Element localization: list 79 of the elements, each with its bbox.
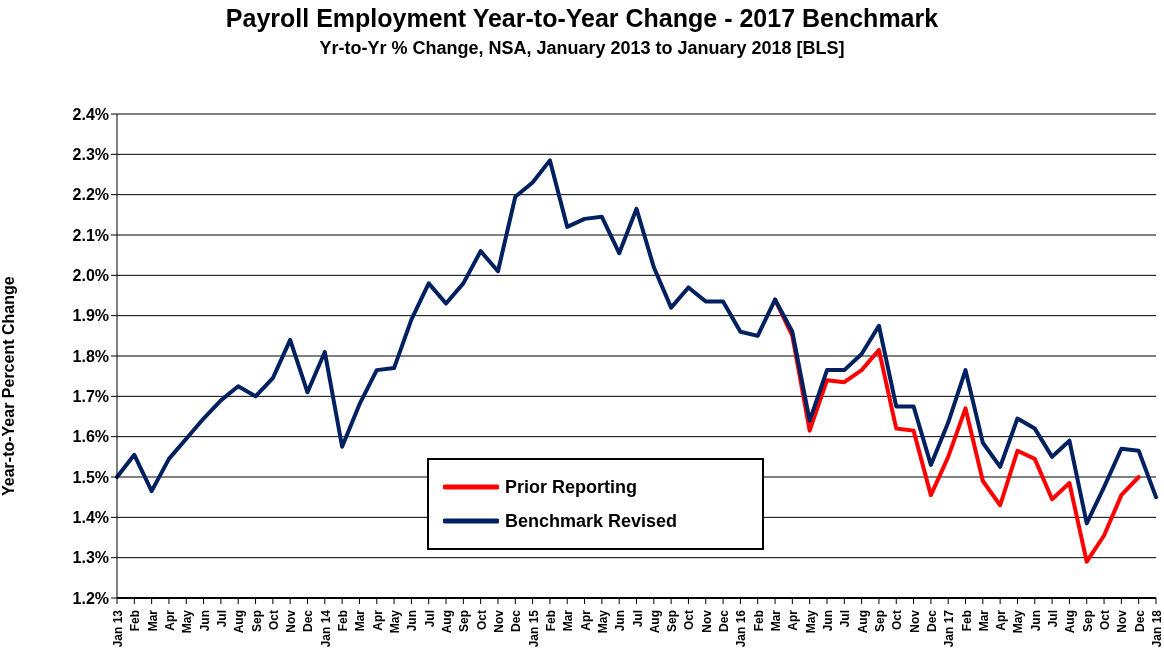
x-tick-label: Oct	[682, 610, 697, 631]
x-tick-label: May	[595, 609, 610, 634]
x-tick-label: May	[1011, 609, 1026, 634]
y-tick-label: 1.2%	[72, 589, 109, 607]
x-tick-label: May	[388, 609, 403, 634]
x-tick-label: Dec	[301, 609, 316, 633]
y-tick-label: 1.6%	[72, 428, 109, 446]
y-tick-label: 1.4%	[72, 509, 109, 527]
x-tick-label: Aug	[647, 610, 662, 634]
x-tick-label: Sep	[872, 610, 887, 633]
x-tick-label: Apr	[786, 609, 801, 631]
chart-subtitle: Yr-to-Yr % Change, NSA, January 2013 to January 2018 [BLS]	[318, 38, 846, 59]
x-tick-label: Sep	[1080, 610, 1095, 633]
x-tick-label: Feb	[336, 610, 351, 632]
x-tick-label: Aug	[855, 610, 870, 634]
x-tick-label: Nov	[907, 609, 922, 633]
y-tick-label: 1.3%	[72, 549, 109, 567]
y-tick-label: 1.5%	[72, 468, 109, 486]
x-tick-label: Mar	[976, 609, 991, 632]
x-tick-label: Aug	[1063, 610, 1078, 634]
x-tick-label: Jan 17	[942, 609, 957, 648]
x-tick-label: Nov	[1115, 609, 1130, 633]
x-tick-label: Mar	[353, 609, 368, 632]
y-tick-label: 2.2%	[72, 186, 109, 204]
x-tick-label: Jul	[422, 610, 437, 628]
x-tick-label: Oct	[474, 610, 489, 631]
x-tick-label: Oct	[266, 610, 281, 631]
x-tick-label: Apr	[370, 609, 385, 631]
x-tick-label: Jun	[613, 610, 628, 632]
x-tick-label: Feb	[128, 610, 143, 632]
x-tick-label: Dec	[924, 609, 939, 633]
y-tick-label: 2.4%	[72, 105, 109, 123]
x-tick-label: Oct	[1098, 610, 1113, 631]
x-tick-label: Aug	[232, 610, 247, 634]
x-tick-label: Jan 14	[318, 609, 333, 648]
x-tick-label: Jan 13	[111, 609, 125, 648]
y-tick-label: 1.9%	[72, 307, 109, 325]
x-tick-label: Jun	[820, 610, 835, 632]
x-tick-label: Mar	[145, 609, 160, 632]
x-tick-label: Oct	[890, 610, 905, 631]
y-tick-label: 1.7%	[72, 388, 109, 406]
legend-label: Benchmark Revised	[505, 510, 678, 532]
x-tick-label: Apr	[994, 609, 1009, 631]
x-tick-label: Dec	[509, 609, 524, 633]
x-tick-label: Feb	[543, 610, 558, 632]
x-tick-label: Mar	[561, 609, 576, 632]
x-tick-label: Jun	[1028, 610, 1043, 632]
x-tick-label: Feb	[959, 610, 974, 632]
chart-title: Payroll Employment Year-to-Year Change - 2017 Benchmark	[224, 4, 940, 33]
x-tick-label: Apr	[162, 609, 177, 631]
y-tick-label: 2.0%	[72, 267, 109, 285]
x-tick-label: Aug	[440, 610, 455, 634]
x-tick-label: May	[803, 609, 818, 634]
y-tick-label: 2.1%	[72, 226, 109, 244]
x-tick-label: Jan 15	[526, 609, 541, 648]
x-tick-label: Dec	[717, 609, 732, 633]
x-tick-label: Jan 16	[734, 609, 749, 648]
x-tick-label: Sep	[249, 610, 264, 633]
x-tick-label: Jul	[1046, 610, 1061, 628]
x-tick-label: Jun	[197, 610, 212, 632]
y-tick-label: 1.8%	[72, 347, 109, 365]
y-axis-title: Year-to-Year Percent Change	[0, 276, 17, 496]
x-tick-label: Apr	[578, 609, 593, 631]
x-tick-label: May	[180, 609, 195, 634]
x-tick-label: Jul	[838, 610, 853, 628]
legend-label: Prior Reporting	[505, 476, 638, 498]
x-tick-label: Jul	[214, 610, 229, 628]
x-tick-label: Sep	[665, 610, 680, 633]
x-tick-label: Feb	[751, 610, 766, 632]
x-tick-label: Sep	[457, 610, 472, 633]
x-tick-label: Nov	[491, 609, 506, 633]
x-tick-label: Nov	[699, 609, 714, 633]
x-tick-label: Nov	[284, 609, 299, 633]
x-tick-label: Jan 18	[1150, 609, 1164, 648]
x-tick-label: Jul	[630, 610, 645, 628]
y-tick-label: 2.3%	[72, 146, 109, 164]
x-tick-label: Mar	[769, 609, 784, 632]
x-tick-label: Jun	[405, 610, 420, 632]
x-tick-label: Dec	[1132, 609, 1147, 633]
